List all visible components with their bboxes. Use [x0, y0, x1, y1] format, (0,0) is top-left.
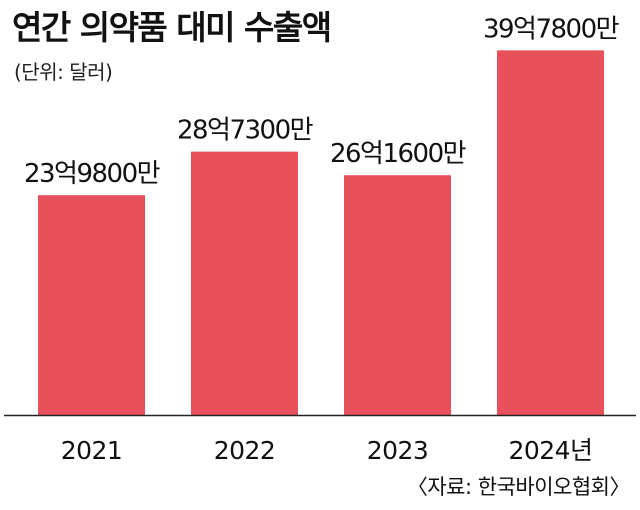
bar-2023 [344, 175, 451, 415]
x-tick-label: 2021 [61, 436, 123, 465]
data-label: 28억7300만 [177, 116, 313, 146]
data-label: 39억7800만 [483, 14, 619, 44]
bar-2024년 [497, 50, 604, 415]
source-note: 〈자료: 한국바이오협회〉 [406, 475, 631, 499]
bar-2022 [191, 151, 298, 415]
x-tick-label: 2024년 [508, 436, 592, 465]
x-tick-label: 2022 [214, 436, 276, 465]
x-tick-label: 2023 [367, 436, 429, 465]
chart-title: 연간 의약품 대미 수출액 [12, 8, 332, 47]
data-label: 26억1600만 [330, 139, 466, 169]
data-label: 23억9800만 [24, 159, 160, 189]
unit-note: (단위: 달러) [14, 60, 113, 84]
bar-2021 [38, 195, 145, 415]
